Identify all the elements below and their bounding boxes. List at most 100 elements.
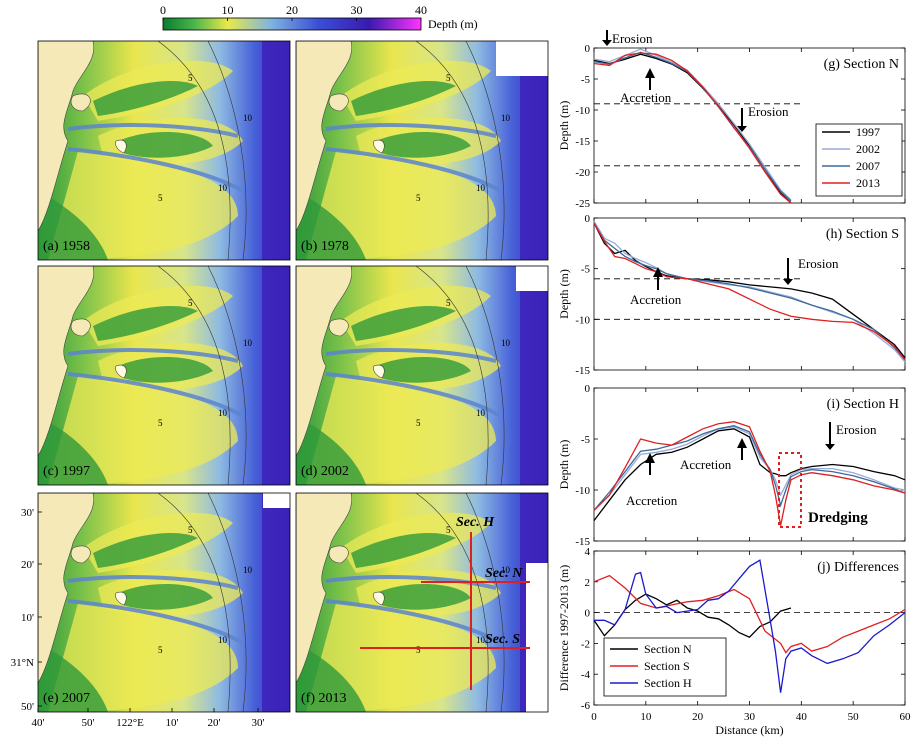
land-area xyxy=(38,493,95,684)
shallow-patch xyxy=(376,356,471,383)
panel-frame xyxy=(37,265,291,486)
contour-label: 5 xyxy=(446,298,451,308)
arrow-head xyxy=(645,453,655,463)
annotation-text: Erosion xyxy=(798,256,839,271)
y-tick-label: -4 xyxy=(581,669,591,681)
y-tick-label: -5 xyxy=(581,264,591,276)
shallow-patch xyxy=(38,416,108,485)
shoal-lobe xyxy=(306,151,496,260)
map-panels: 5 5 10 10 (a) 1958 5 5 10 10 (b) 1978 5 5 10 10 (c) 19… xyxy=(37,40,549,713)
contour-label: 5 xyxy=(158,193,163,203)
x-axis-label: Distance (km) xyxy=(715,723,783,737)
chart-panel: 0 -5 -10 -15 Depth (m) (i) Section H Erosion Ac… xyxy=(557,383,906,548)
map-axes: 30' 20' 10' 31°N 50' 40' 50' 122°E 10' 20' 30' xyxy=(11,507,265,729)
y-tick-label: -5 xyxy=(581,434,591,446)
shallow-patch xyxy=(38,643,108,712)
contour-label: 5 xyxy=(158,418,163,428)
y-tick-label: -5 xyxy=(581,74,591,86)
tidal-channel xyxy=(325,575,497,590)
y-tick-label: -25 xyxy=(575,198,590,210)
lon-tick-label: 20' xyxy=(208,717,221,729)
contour-label: 10 xyxy=(501,113,511,123)
lon-tick-label: 50' xyxy=(82,717,95,729)
shallow-patch xyxy=(376,131,471,158)
arrow-head xyxy=(783,279,793,285)
colorbar-label: Depth (m) xyxy=(428,17,478,31)
contour-label: 5 xyxy=(416,193,421,203)
map-panel: 5 5 10 10 (f) 2013 xyxy=(295,492,549,713)
map-panel: 5 5 10 10 (d) 2002 xyxy=(295,265,549,486)
shoal-lobe xyxy=(48,376,238,485)
legend-box xyxy=(603,637,727,697)
y-tick-label: -15 xyxy=(575,536,590,548)
x-tick-label: 0 xyxy=(591,711,597,723)
tidal-channel xyxy=(325,348,497,363)
shoal-lobe xyxy=(48,603,238,712)
shoal-lobe xyxy=(48,151,238,260)
lon-tick-label: 30' xyxy=(252,717,265,729)
y-axis-label: Depth (m) xyxy=(557,101,571,151)
depth-contour xyxy=(465,266,505,485)
series-line xyxy=(593,222,906,361)
shoal-lobe xyxy=(306,603,496,712)
depth-contour xyxy=(415,493,489,712)
contour-label: 10 xyxy=(218,408,228,418)
island xyxy=(115,139,127,154)
panel-title: (j) Differences xyxy=(817,560,899,575)
y-tick-label: 0 xyxy=(585,608,591,620)
map-panel: 5 5 10 10 (a) 1958 xyxy=(37,40,291,261)
arrow-head xyxy=(645,68,655,78)
section-h-label: Sec. H xyxy=(456,515,495,530)
annotation-text: Accretion xyxy=(620,90,672,105)
contour-label: 5 xyxy=(446,73,451,83)
map-panel-content: 5 5 10 10 xyxy=(296,266,548,485)
land-area xyxy=(296,266,353,457)
contour-label: 5 xyxy=(416,645,421,655)
section-n-label: Sec. N xyxy=(485,566,523,581)
island xyxy=(373,364,385,379)
y-axis-label: Depth (m) xyxy=(557,269,571,319)
series-line xyxy=(593,574,906,654)
shallow-patch xyxy=(376,583,471,610)
deep-water-zone xyxy=(262,493,290,712)
arrow-head xyxy=(653,267,663,277)
map-panel: 5 5 10 10 (e) 2007 xyxy=(37,492,291,713)
no-data-area xyxy=(526,563,548,712)
depth-contour xyxy=(415,266,489,485)
depth-contour xyxy=(157,266,231,485)
colorbar: 0 10 20 30 40 Depth (m) xyxy=(160,3,478,31)
island xyxy=(115,591,127,606)
series-line xyxy=(594,559,906,693)
contour-label: 10 xyxy=(476,408,486,418)
x-tick-label: 30 xyxy=(744,711,756,723)
colorbar-tick-label: 0 xyxy=(160,3,166,17)
annotation-text: Erosion xyxy=(748,104,789,119)
contour-label: 5 xyxy=(416,418,421,428)
contour-label: 5 xyxy=(158,645,163,655)
x-tick-label: 50 xyxy=(848,711,860,723)
map-panel-content: 5 5 10 10 xyxy=(296,493,548,712)
x-tick-label: 40 xyxy=(796,711,808,723)
lat-tick-label: 31°N xyxy=(11,657,34,669)
shoal-lobe xyxy=(306,376,496,485)
land-area xyxy=(38,266,95,457)
map-panel: 5 5 10 10 (c) 1997 xyxy=(37,265,291,486)
no-data-area xyxy=(516,266,548,291)
land-area xyxy=(296,41,353,232)
land-area xyxy=(38,41,95,232)
y-tick-label: -10 xyxy=(575,314,590,326)
colorbar-tick-label: 40 xyxy=(415,3,427,17)
colorbar-tick-label: 20 xyxy=(286,3,298,17)
panel-label: (c) 1997 xyxy=(43,464,90,479)
island xyxy=(70,93,91,112)
shallow-patch xyxy=(118,583,213,610)
deep-water-zone xyxy=(262,41,290,260)
panel-frame xyxy=(295,265,549,486)
island xyxy=(328,318,349,337)
shallow-patch xyxy=(38,191,108,260)
depth-contour xyxy=(207,41,247,260)
contour-label: 10 xyxy=(501,565,511,575)
section-lines: Sec. H Sec. N Sec. S xyxy=(360,515,530,690)
colorbar-ticks: 0 10 20 30 40 xyxy=(160,3,427,21)
